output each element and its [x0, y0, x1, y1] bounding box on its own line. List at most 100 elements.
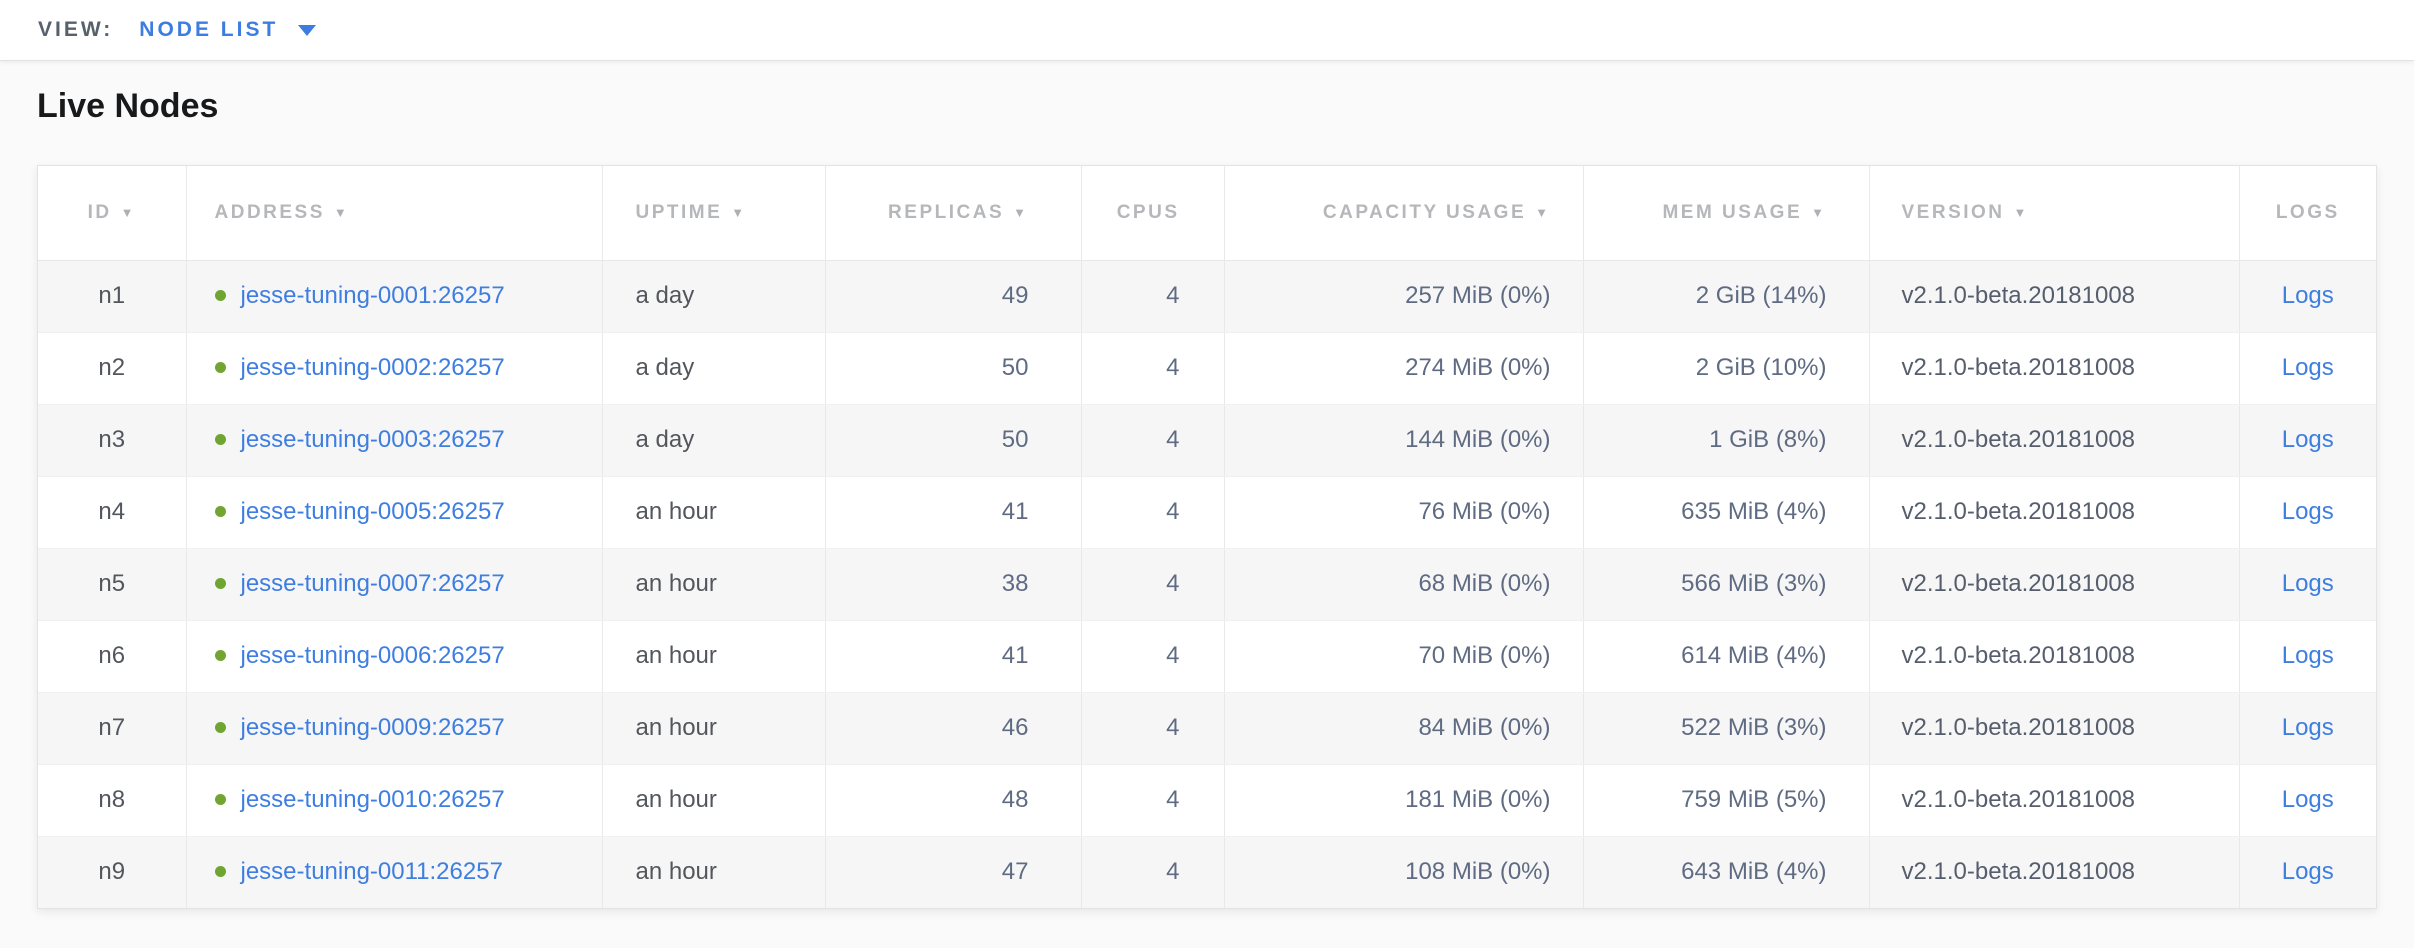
node-logs-link[interactable]: Logs [2281, 858, 2334, 886]
node-mem-value: 522 MiB (3%) [1681, 714, 1827, 741]
node-version-cell: v2.1.0-beta.20181008 [1868, 476, 2239, 549]
node-address-cell: jesse-tuning-0003:26257 [185, 404, 602, 477]
node-uptime-value: an hour [635, 786, 717, 813]
node-address-link[interactable]: jesse-tuning-0002:26257 [240, 354, 505, 381]
node-live-status-icon [214, 506, 226, 517]
node-capacity-value: 144 MiB (0%) [1405, 426, 1551, 453]
column-header-label: ADDRESS [214, 201, 325, 223]
node-logs-cell: Logs [2238, 764, 2376, 837]
node-version-cell: v2.1.0-beta.20181008 [1868, 548, 2239, 621]
node-logs-cell: Logs [2238, 548, 2376, 621]
dropdown-caret-icon [298, 24, 317, 36]
node-live-status-icon [214, 290, 226, 301]
page-title: Live Nodes [37, 87, 219, 125]
table-row: n9 jesse-tuning-0011:26257 an hour 47 4 108 M… [38, 836, 2376, 908]
column-header-logs: LOGS [2238, 166, 2376, 261]
node-version-value: v2.1.0-beta.20181008 [1901, 714, 2136, 741]
node-logs-link[interactable]: Logs [2281, 498, 2334, 525]
node-cpus-value: 4 [1166, 714, 1180, 741]
node-replicas-value: 46 [1001, 714, 1029, 741]
node-id-value: n5 [98, 570, 126, 597]
view-selector-dropdown[interactable]: NODE LIST [139, 18, 317, 42]
node-address-link[interactable]: jesse-tuning-0001:26257 [240, 282, 505, 309]
node-mem-value: 614 MiB (4%) [1681, 642, 1827, 669]
node-replicas-cell: 41 [824, 620, 1081, 693]
node-address-cell: jesse-tuning-0009:26257 [185, 692, 602, 765]
sort-desc-arrow-icon: ▼ [333, 204, 350, 220]
node-address-link[interactable]: jesse-tuning-0010:26257 [240, 786, 505, 813]
node-id-value: n1 [98, 282, 126, 309]
node-address-link[interactable]: jesse-tuning-0003:26257 [240, 426, 505, 453]
node-address-cell: jesse-tuning-0005:26257 [185, 476, 602, 549]
table-row: n2 jesse-tuning-0002:26257 a day 50 4 274 MiB… [38, 332, 2376, 405]
view-label: VIEW: [38, 18, 114, 41]
node-replicas-cell: 50 [824, 404, 1081, 477]
node-mem-cell: 759 MiB (5%) [1582, 764, 1869, 837]
node-logs-link[interactable]: Logs [2281, 786, 2334, 813]
node-logs-link[interactable]: Logs [2281, 642, 2334, 669]
node-logs-link[interactable]: Logs [2281, 426, 2334, 453]
node-replicas-cell: 38 [824, 548, 1081, 621]
node-logs-link[interactable]: Logs [2281, 570, 2334, 597]
node-cpus-value: 4 [1166, 642, 1180, 669]
node-capacity-cell: 257 MiB (0%) [1223, 260, 1583, 333]
table-row: n6 jesse-tuning-0006:26257 an hour 41 4 70 Mi… [38, 620, 2376, 693]
live-nodes-table: ID ▼ ADDRESS ▼ UPTIME ▼ REPLICAS ▼ CPUS CAPACITY … [38, 166, 2376, 908]
node-version-value: v2.1.0-beta.20181008 [1901, 282, 2136, 309]
node-uptime-value: an hour [635, 642, 717, 669]
column-header-address[interactable]: ADDRESS ▼ [185, 166, 602, 261]
column-header-version[interactable]: VERSION ▼ [1868, 166, 2239, 261]
node-mem-value: 2 GiB (14%) [1695, 282, 1827, 309]
node-capacity-cell: 68 MiB (0%) [1223, 548, 1583, 621]
node-logs-cell: Logs [2238, 692, 2376, 765]
node-id-value: n7 [98, 714, 126, 741]
node-uptime-value: a day [635, 282, 695, 309]
node-address-link[interactable]: jesse-tuning-0011:26257 [240, 858, 503, 886]
node-cpus-value: 4 [1166, 786, 1180, 813]
node-address-link[interactable]: jesse-tuning-0005:26257 [240, 498, 505, 525]
node-uptime-cell: an hour [601, 692, 825, 765]
column-header-uptime[interactable]: UPTIME ▼ [601, 166, 825, 261]
node-logs-cell: Logs [2238, 620, 2376, 693]
column-header-capacity[interactable]: CAPACITY USAGE ▼ [1223, 166, 1583, 261]
node-capacity-value: 257 MiB (0%) [1405, 282, 1551, 309]
node-cpus-cell: 4 [1080, 476, 1224, 549]
node-logs-link[interactable]: Logs [2281, 354, 2334, 381]
node-id-value: n8 [98, 786, 126, 813]
node-version-value: v2.1.0-beta.20181008 [1901, 858, 2136, 886]
column-header-mem[interactable]: MEM USAGE ▼ [1582, 166, 1869, 261]
table-header-row: ID ▼ ADDRESS ▼ UPTIME ▼ REPLICAS ▼ CPUS CAPACITY … [38, 166, 2376, 261]
node-address-link[interactable]: jesse-tuning-0009:26257 [240, 714, 505, 741]
node-replicas-cell: 46 [824, 692, 1081, 765]
node-logs-link[interactable]: Logs [2281, 714, 2334, 741]
node-logs-link[interactable]: Logs [2281, 282, 2334, 309]
node-cpus-value: 4 [1166, 570, 1180, 597]
table-row: n8 jesse-tuning-0010:26257 an hour 48 4 181 M… [38, 764, 2376, 837]
sort-desc-arrow-icon: ▼ [1811, 204, 1827, 220]
column-header-id[interactable]: ID ▼ [38, 166, 186, 261]
column-header-label: UPTIME [635, 201, 723, 223]
node-version-cell: v2.1.0-beta.20181008 [1868, 332, 2239, 405]
node-capacity-cell: 181 MiB (0%) [1223, 764, 1583, 837]
node-cpus-value: 4 [1166, 498, 1180, 525]
live-nodes-table-card: ID ▼ ADDRESS ▼ UPTIME ▼ REPLICAS ▼ CPUS CAPACITY … [37, 165, 2377, 909]
node-address-cell: jesse-tuning-0002:26257 [185, 332, 602, 405]
node-uptime-cell: an hour [601, 476, 825, 549]
node-capacity-value: 274 MiB (0%) [1405, 354, 1551, 381]
node-logs-cell: Logs [2238, 836, 2376, 908]
node-live-status-icon [214, 722, 226, 733]
node-mem-cell: 1 GiB (8%) [1582, 404, 1869, 477]
node-id-value: n3 [98, 426, 126, 453]
node-cpus-value: 4 [1166, 858, 1180, 886]
node-uptime-value: a day [635, 354, 695, 381]
node-id-value: n6 [98, 642, 126, 669]
node-cpus-cell: 4 [1080, 548, 1224, 621]
node-address-link[interactable]: jesse-tuning-0006:26257 [240, 642, 505, 669]
node-replicas-cell: 41 [824, 476, 1081, 549]
column-header-replicas[interactable]: REPLICAS ▼ [824, 166, 1081, 261]
node-uptime-cell: an hour [601, 620, 825, 693]
node-cpus-value: 4 [1166, 282, 1180, 309]
node-capacity-value: 68 MiB (0%) [1418, 570, 1551, 597]
node-address-link[interactable]: jesse-tuning-0007:26257 [240, 570, 505, 597]
node-address-cell: jesse-tuning-0006:26257 [185, 620, 602, 693]
